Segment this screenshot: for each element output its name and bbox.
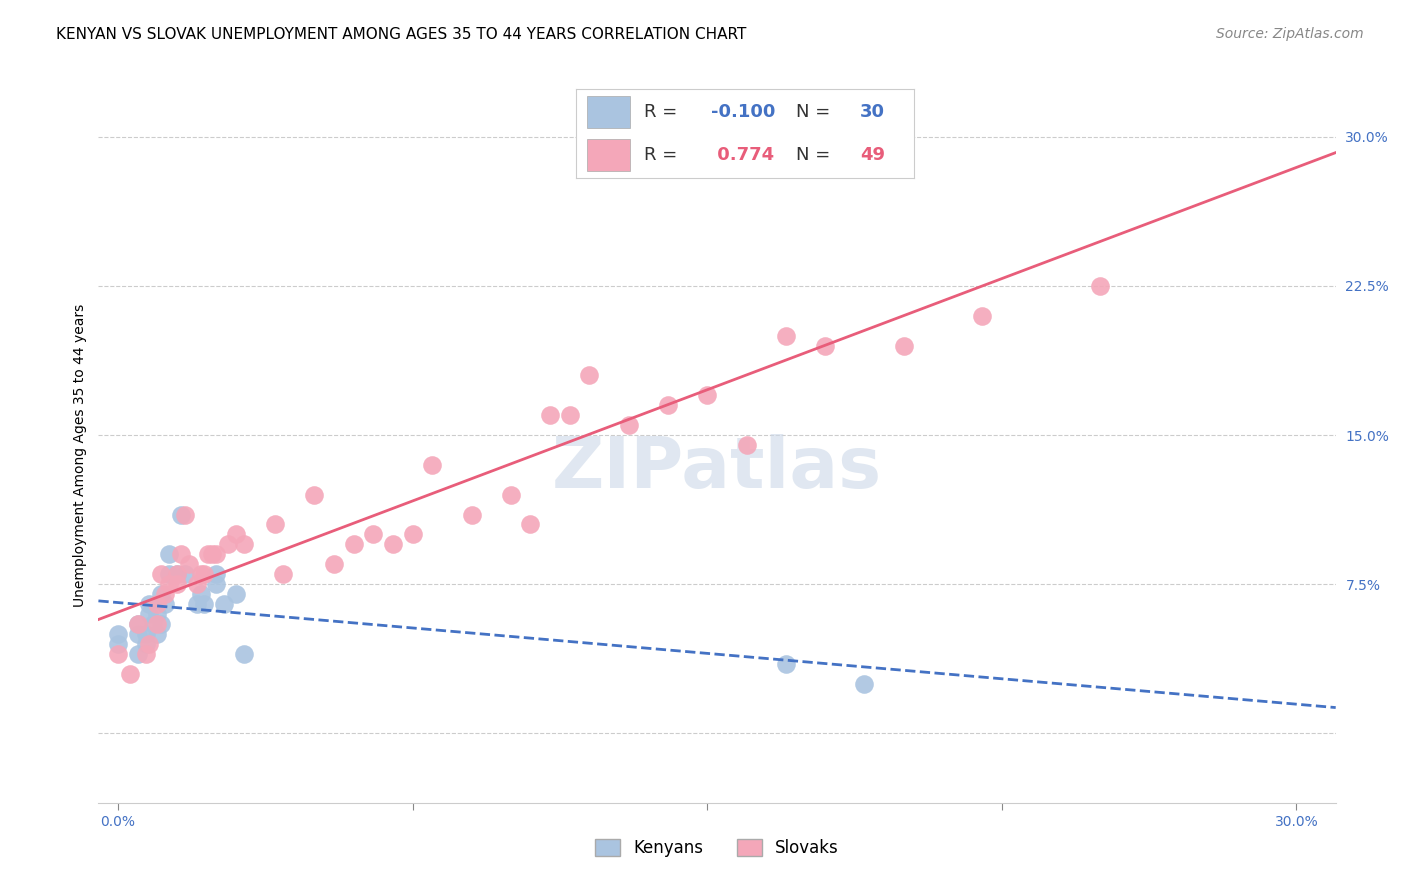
Point bbox=[153, 587, 176, 601]
Point bbox=[201, 547, 224, 561]
Point bbox=[735, 438, 758, 452]
Point bbox=[166, 567, 188, 582]
Point bbox=[232, 537, 254, 551]
Point bbox=[127, 616, 149, 631]
Point bbox=[775, 328, 797, 343]
Point bbox=[138, 597, 160, 611]
Point bbox=[177, 558, 200, 572]
Text: KENYAN VS SLOVAK UNEMPLOYMENT AMONG AGES 35 TO 44 YEARS CORRELATION CHART: KENYAN VS SLOVAK UNEMPLOYMENT AMONG AGES… bbox=[56, 27, 747, 42]
Point bbox=[153, 597, 176, 611]
Text: -0.100: -0.100 bbox=[711, 103, 776, 121]
Point bbox=[197, 547, 219, 561]
Point bbox=[138, 607, 160, 621]
Point bbox=[127, 627, 149, 641]
Point bbox=[271, 567, 294, 582]
Text: N =: N = bbox=[796, 146, 835, 164]
Text: 0.774: 0.774 bbox=[711, 146, 775, 164]
Point bbox=[186, 577, 208, 591]
Point bbox=[853, 676, 876, 690]
Point bbox=[420, 458, 443, 472]
Point bbox=[157, 547, 180, 561]
Point bbox=[323, 558, 346, 572]
Legend: Kenyans, Slovaks: Kenyans, Slovaks bbox=[589, 832, 845, 864]
Text: 49: 49 bbox=[860, 146, 884, 164]
Point bbox=[363, 527, 385, 541]
Point bbox=[127, 647, 149, 661]
Point bbox=[190, 587, 212, 601]
Point bbox=[401, 527, 423, 541]
Point bbox=[157, 577, 180, 591]
Point bbox=[186, 597, 208, 611]
Point bbox=[135, 637, 157, 651]
Point bbox=[150, 616, 173, 631]
Point bbox=[657, 398, 679, 412]
Point bbox=[304, 488, 326, 502]
Point bbox=[170, 508, 193, 522]
Point bbox=[173, 508, 195, 522]
Point bbox=[150, 567, 173, 582]
Point bbox=[166, 567, 188, 582]
FancyBboxPatch shape bbox=[586, 96, 630, 128]
Point bbox=[893, 338, 915, 352]
Point bbox=[558, 408, 581, 422]
Point bbox=[146, 627, 169, 641]
Text: Source: ZipAtlas.com: Source: ZipAtlas.com bbox=[1216, 27, 1364, 41]
Y-axis label: Unemployment Among Ages 35 to 44 years: Unemployment Among Ages 35 to 44 years bbox=[73, 303, 87, 607]
Point bbox=[146, 597, 169, 611]
Point bbox=[193, 597, 215, 611]
Text: ZIPatlas: ZIPatlas bbox=[553, 434, 882, 503]
Point bbox=[157, 567, 180, 582]
Point bbox=[972, 309, 994, 323]
Point bbox=[190, 567, 212, 582]
Point bbox=[460, 508, 482, 522]
Point bbox=[343, 537, 366, 551]
Point bbox=[173, 567, 195, 582]
Point bbox=[814, 338, 837, 352]
Point bbox=[118, 666, 141, 681]
Text: R =: R = bbox=[644, 146, 683, 164]
Point bbox=[225, 527, 247, 541]
Text: R =: R = bbox=[644, 103, 683, 121]
Point bbox=[150, 587, 173, 601]
Point bbox=[205, 567, 228, 582]
Point bbox=[212, 597, 235, 611]
Point bbox=[853, 160, 876, 174]
Point bbox=[578, 368, 600, 383]
Point bbox=[519, 517, 541, 532]
Point bbox=[146, 607, 169, 621]
Point bbox=[138, 637, 160, 651]
Point bbox=[135, 647, 157, 661]
Point bbox=[193, 567, 215, 582]
Point bbox=[107, 627, 129, 641]
Point bbox=[617, 418, 640, 433]
Point bbox=[499, 488, 522, 502]
Point bbox=[1088, 279, 1111, 293]
Point bbox=[205, 577, 228, 591]
Point bbox=[217, 537, 239, 551]
Point bbox=[170, 547, 193, 561]
Point bbox=[107, 647, 129, 661]
Point bbox=[382, 537, 405, 551]
Point bbox=[775, 657, 797, 671]
Point bbox=[232, 647, 254, 661]
Text: N =: N = bbox=[796, 103, 835, 121]
Point bbox=[538, 408, 561, 422]
Point bbox=[127, 616, 149, 631]
FancyBboxPatch shape bbox=[586, 139, 630, 171]
Point bbox=[205, 547, 228, 561]
Point bbox=[142, 616, 165, 631]
Text: 30: 30 bbox=[860, 103, 884, 121]
Point bbox=[146, 616, 169, 631]
Point bbox=[225, 587, 247, 601]
Point bbox=[107, 637, 129, 651]
Point bbox=[135, 627, 157, 641]
Point bbox=[696, 388, 718, 402]
Point bbox=[264, 517, 287, 532]
Point bbox=[166, 577, 188, 591]
